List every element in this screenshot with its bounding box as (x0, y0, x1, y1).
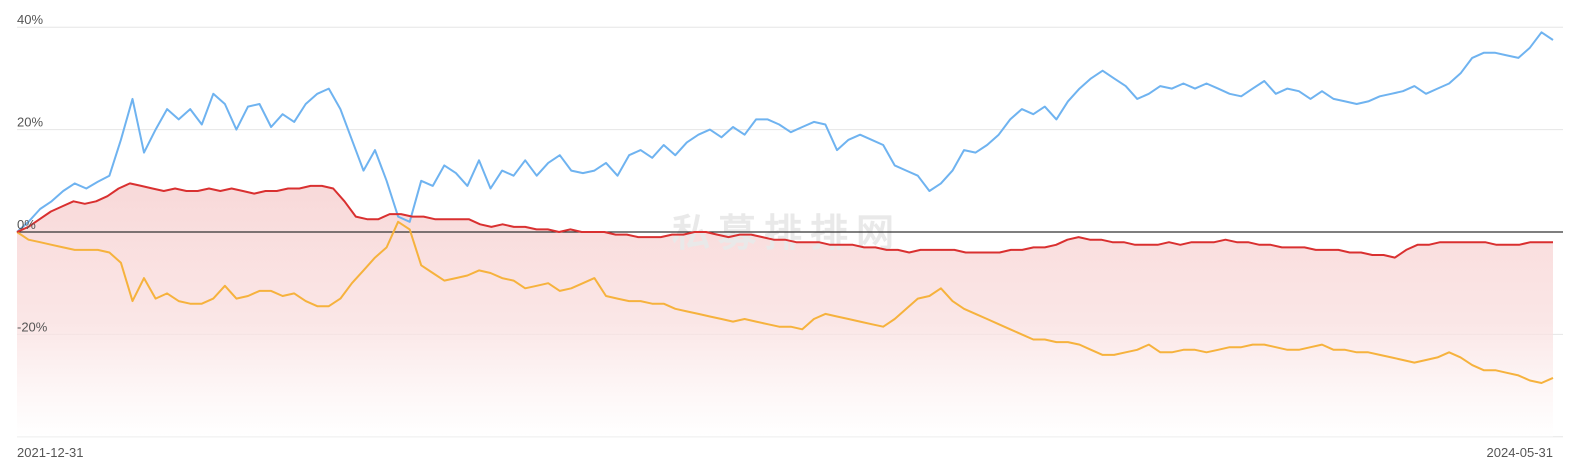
x-axis-end-date: 2024-05-31 (1487, 445, 1554, 460)
series-line-orange (16, 220, 1554, 384)
y-tick-label: 40% (17, 12, 43, 27)
y-tick-label: 0% (17, 217, 36, 232)
series-line-red (16, 182, 1553, 259)
y-axis-tick-labels: 40% 20% 0% -20% (17, 12, 48, 334)
x-axis-start-date: 2021-12-31 (17, 445, 84, 460)
y-tick-label: -20% (17, 319, 48, 334)
series-lines (16, 31, 1554, 384)
excess-return-area (17, 183, 1553, 437)
series-line-blue (16, 31, 1554, 233)
y-tick-label: 20% (17, 115, 43, 130)
